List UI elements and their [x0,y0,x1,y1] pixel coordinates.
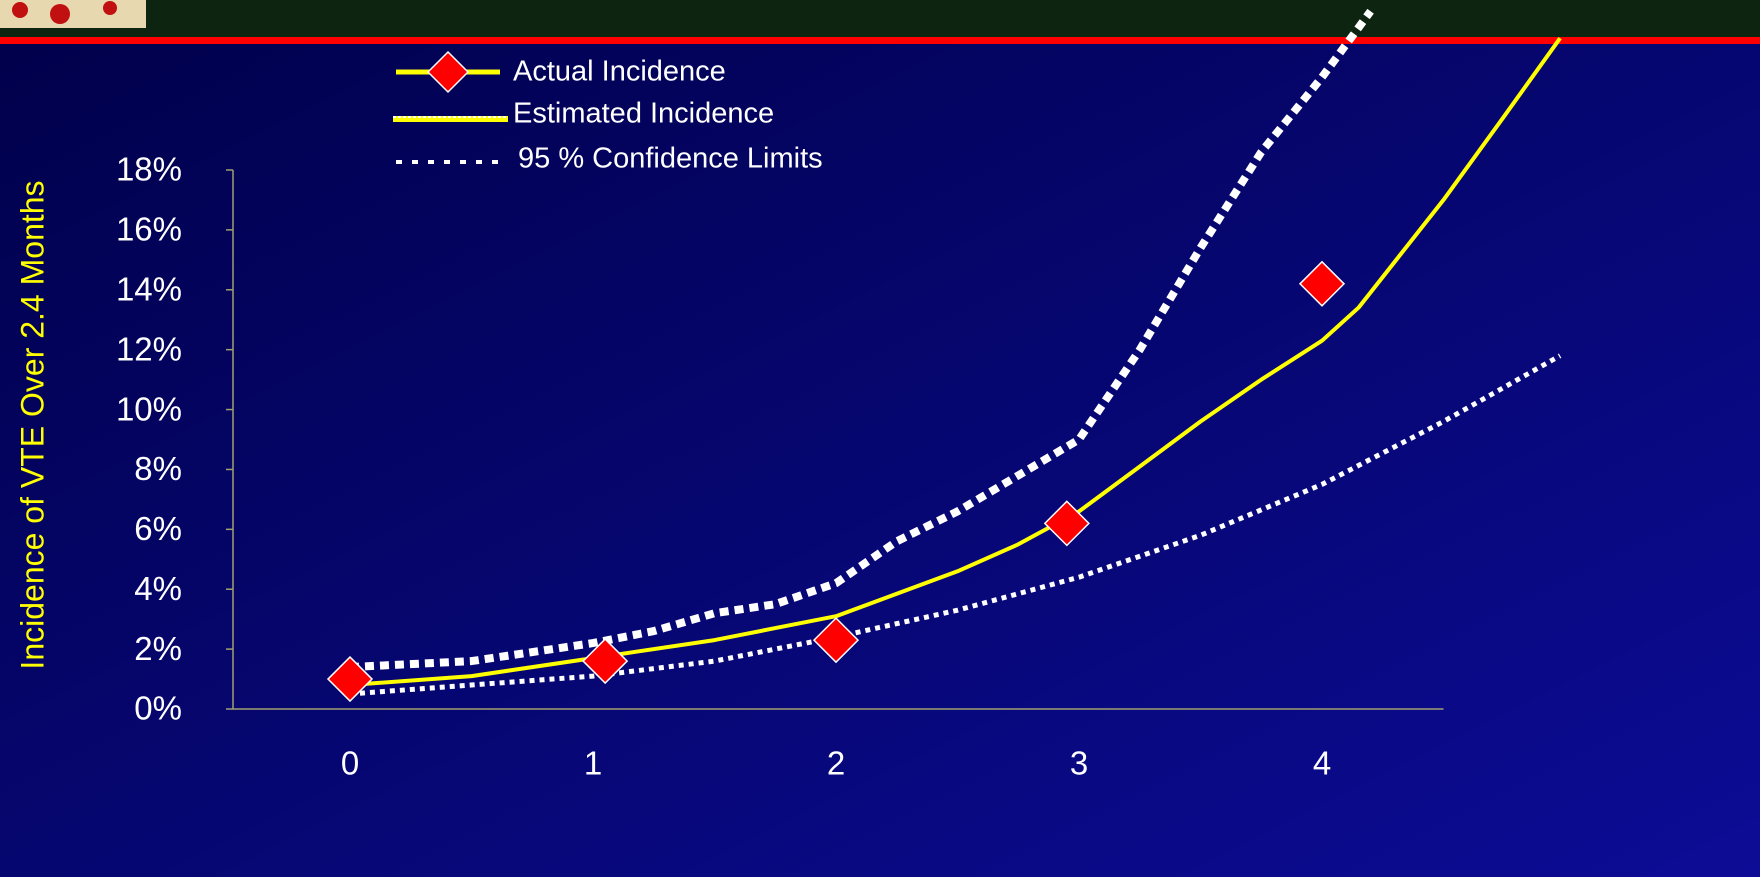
x-tick-label: 1 [584,745,602,782]
legend-label: Estimated Incidence [513,98,774,130]
legend-label: 95 % Confidence Limits [518,143,823,175]
logo-dot [103,1,117,15]
x-tick-label: 4 [1313,745,1331,782]
x-tick-label: 2 [827,745,845,782]
x-tick-label: 3 [1070,745,1088,782]
slide: Incidence of VTE Over 2.4 Months Actual … [0,0,1760,877]
y-tick-label: 18% [116,151,182,188]
y-tick-label: 6% [134,510,182,547]
y-tick-label: 14% [116,270,182,307]
header-band [0,0,1760,38]
y-tick-label: 2% [134,630,182,667]
background [0,0,1760,877]
logo-dot [50,4,70,24]
x-tick-label: 0 [341,745,359,782]
y-axis-label: Incidence of VTE Over 2.4 Months [14,180,50,669]
y-tick-label: 16% [116,211,182,248]
legend-label: Actual Incidence [513,56,726,88]
logo-dot [12,2,28,18]
y-tick-label: 0% [134,690,182,727]
y-tick-label: 8% [134,450,182,487]
y-tick-label: 4% [134,570,182,607]
y-tick-label: 12% [116,330,182,367]
header-rule [0,37,1760,44]
y-tick-label: 10% [116,390,182,427]
